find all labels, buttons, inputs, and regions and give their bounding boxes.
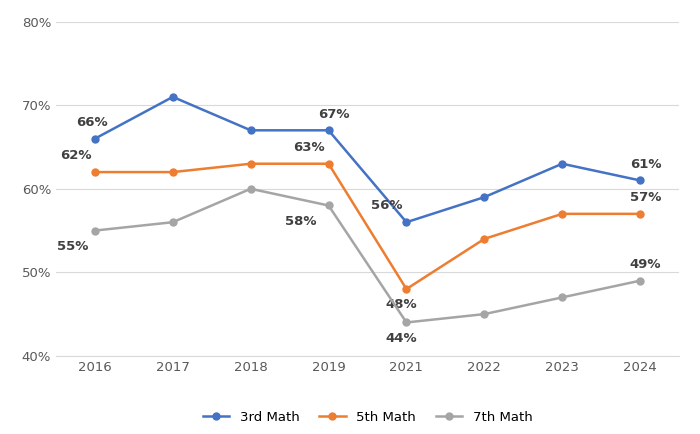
3rd Math	[169, 94, 177, 99]
Text: 62%: 62%	[60, 149, 91, 162]
5th Math	[91, 169, 99, 174]
Text: 49%: 49%	[630, 258, 662, 271]
Line: 5th Math: 5th Math	[92, 160, 643, 293]
3rd Math	[402, 220, 411, 225]
Text: 67%: 67%	[318, 108, 350, 121]
Text: 48%: 48%	[385, 298, 416, 311]
Line: 3rd Math: 3rd Math	[92, 93, 643, 226]
3rd Math	[558, 161, 566, 166]
Text: 61%: 61%	[630, 158, 662, 171]
Text: 58%: 58%	[285, 215, 316, 228]
5th Math	[402, 286, 411, 292]
5th Math	[480, 236, 489, 241]
3rd Math	[480, 194, 489, 200]
5th Math	[246, 161, 255, 166]
5th Math	[636, 211, 644, 217]
7th Math	[558, 295, 566, 300]
Text: 57%: 57%	[630, 191, 662, 204]
Text: 55%: 55%	[57, 240, 88, 253]
5th Math	[324, 161, 332, 166]
5th Math	[169, 169, 177, 174]
7th Math	[169, 220, 177, 225]
3rd Math	[636, 178, 644, 183]
Text: 56%: 56%	[371, 200, 402, 213]
Legend: 3rd Math, 5th Math, 7th Math: 3rd Math, 5th Math, 7th Math	[197, 406, 538, 430]
5th Math	[558, 211, 566, 217]
Text: 66%: 66%	[76, 116, 108, 129]
7th Math	[480, 312, 489, 317]
7th Math	[636, 278, 644, 283]
7th Math	[91, 228, 99, 233]
7th Math	[324, 203, 332, 208]
Text: 63%: 63%	[293, 141, 325, 154]
3rd Math	[91, 136, 99, 141]
Line: 7th Math: 7th Math	[92, 185, 643, 326]
7th Math	[402, 320, 411, 325]
7th Math	[246, 186, 255, 191]
Text: 44%: 44%	[385, 332, 416, 345]
3rd Math	[246, 128, 255, 133]
3rd Math	[324, 128, 332, 133]
